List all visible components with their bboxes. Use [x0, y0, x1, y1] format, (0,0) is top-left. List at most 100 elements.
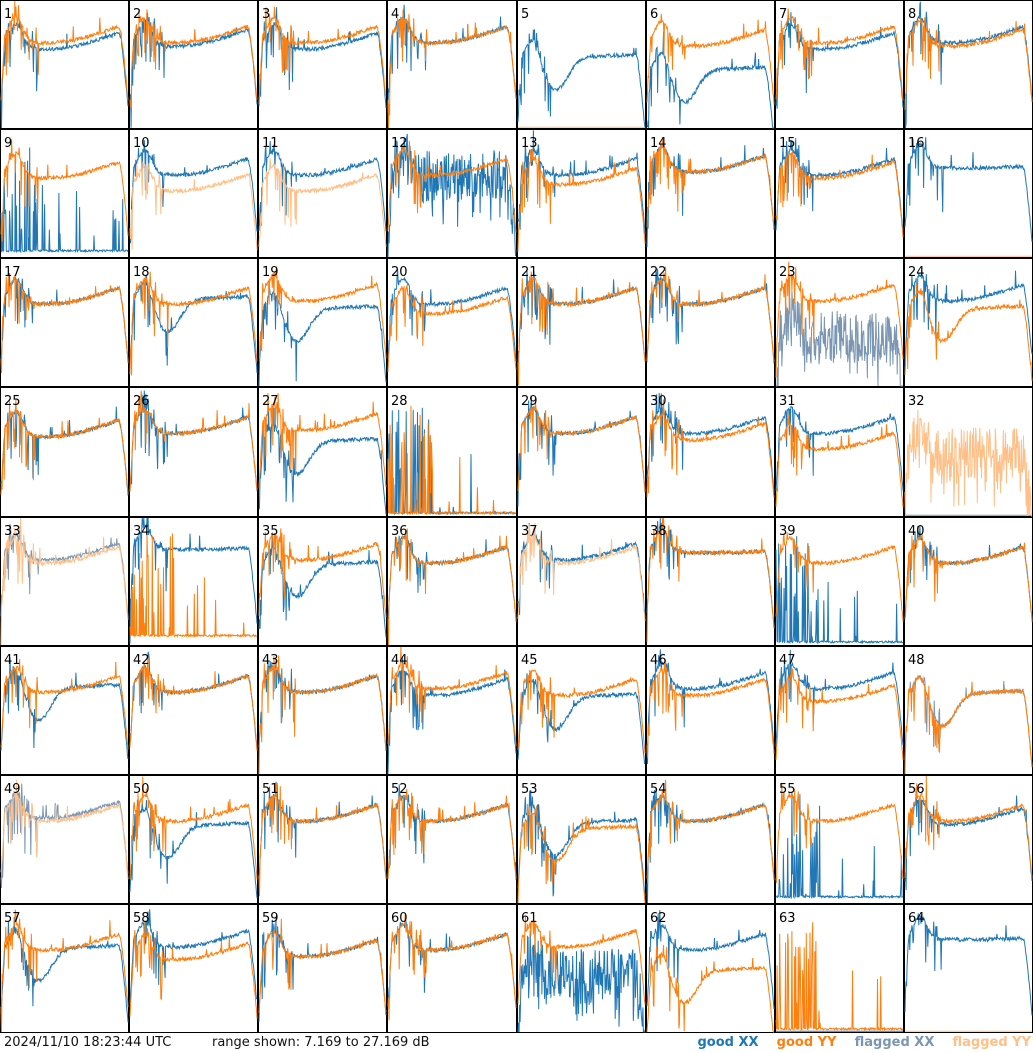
panel-label: 11	[262, 136, 279, 151]
panel-13: 13	[517, 129, 646, 258]
series-yy-13	[517, 149, 646, 252]
series-yy-26	[129, 390, 258, 492]
panel-frame	[129, 0, 258, 129]
panel-47: 47	[775, 646, 904, 775]
panel-23: 23	[775, 258, 904, 387]
panel-57: 57	[0, 904, 129, 1033]
panel-label: 36	[391, 524, 408, 539]
panel-label: 14	[650, 136, 667, 151]
series-xx-6	[646, 32, 774, 129]
panel-48: 48	[904, 646, 1033, 775]
panel-frame	[258, 0, 387, 129]
panel-61: 61	[517, 904, 646, 1033]
series-xx-49	[0, 783, 129, 888]
series-yy-2	[129, 9, 258, 109]
panel-frame	[775, 0, 904, 129]
series-yy-7	[775, 8, 904, 101]
panel-label: 31	[779, 394, 796, 409]
panel-frame	[517, 517, 646, 646]
panel-50: 50	[129, 775, 258, 904]
series-xx-3	[258, 7, 387, 109]
series-yy-12	[387, 140, 517, 233]
panel-label: 4	[391, 7, 399, 22]
series-xx-27	[258, 407, 387, 515]
series-yy-35	[258, 528, 387, 618]
legend-flagged-yy: flagged YY	[952, 1035, 1032, 1050]
panel-39: 39	[775, 517, 904, 646]
panel-18: 18	[129, 258, 258, 387]
series-xx-19	[258, 281, 387, 387]
panel-11: 11	[258, 129, 387, 258]
series-xx-57	[0, 916, 129, 1023]
panel-64: 64	[904, 904, 1033, 1033]
series-yy-19	[258, 266, 387, 358]
panel-label: 6	[650, 7, 658, 22]
series-yy-63	[775, 922, 904, 1032]
panel-label: 45	[521, 653, 538, 668]
series-xx-25	[0, 406, 129, 496]
panel-14: 14	[646, 129, 775, 258]
series-yy-24	[904, 283, 1033, 381]
panel-label: 17	[4, 265, 21, 280]
panel-frame	[129, 129, 258, 258]
series-yy-33	[0, 517, 129, 646]
panel-label: 46	[650, 653, 667, 668]
panel-44: 44	[387, 646, 517, 775]
series-yy-44	[387, 646, 517, 747]
series-xx-5	[517, 29, 646, 129]
panel-25: 25	[0, 387, 129, 517]
panel-label: 28	[391, 394, 408, 409]
panel-label: 50	[133, 782, 150, 797]
legend-flagged-xx: flagged XX	[854, 1035, 935, 1050]
panel-label: 10	[133, 136, 150, 151]
series-xx-53	[517, 789, 646, 897]
series-xx-16	[904, 137, 1033, 242]
panel-41: 41	[0, 646, 129, 775]
panel-4: 4	[387, 0, 517, 129]
series-yy-4	[387, 9, 517, 129]
panel-label: 56	[908, 782, 925, 797]
series-yy-11	[258, 158, 387, 247]
series-yy-39	[775, 532, 904, 622]
panel-frame	[258, 646, 387, 775]
panel-label: 18	[133, 265, 150, 280]
panel-frame	[129, 387, 258, 517]
series-yy-49	[0, 779, 129, 880]
panel-frame	[517, 775, 646, 904]
series-yy-8	[904, 17, 1033, 110]
series-yy-61	[517, 916, 646, 1005]
panel-49: 49	[0, 775, 129, 904]
panel-label: 49	[4, 782, 21, 797]
panel-53: 53	[517, 775, 646, 904]
panel-label: 44	[391, 653, 408, 668]
series-xx-23	[776, 290, 903, 387]
series-xx-11	[258, 140, 387, 232]
panel-label: 7	[779, 7, 787, 22]
panel-frame	[646, 258, 775, 387]
series-yy-21	[517, 271, 646, 386]
panel-45: 45	[517, 646, 646, 775]
series-yy-1	[0, 0, 129, 101]
series-yy-29	[517, 402, 646, 492]
panel-label: 43	[262, 653, 279, 668]
series-yy-23	[775, 261, 904, 378]
panel-12: 12	[387, 129, 517, 258]
series-yy-56	[904, 775, 1033, 879]
series-yy-36	[387, 528, 517, 646]
panel-label: 1	[4, 7, 12, 22]
series-yy-54	[646, 779, 775, 881]
panel-35: 35	[258, 517, 387, 646]
panel-60: 60	[387, 904, 517, 1033]
series-yy-40	[904, 533, 1033, 622]
series-yy-17	[0, 274, 129, 374]
series-xx-10	[129, 140, 258, 244]
panel-31: 31	[775, 387, 904, 517]
series-yy-34	[129, 532, 258, 639]
series-xx-8	[904, 1, 1033, 129]
series-xx-9	[0, 147, 129, 254]
series-yy-15	[775, 150, 904, 238]
series-yy-27	[258, 393, 387, 488]
panel-label: 25	[4, 394, 21, 409]
series-xx-37	[517, 522, 646, 618]
panel-label: 8	[908, 7, 916, 22]
